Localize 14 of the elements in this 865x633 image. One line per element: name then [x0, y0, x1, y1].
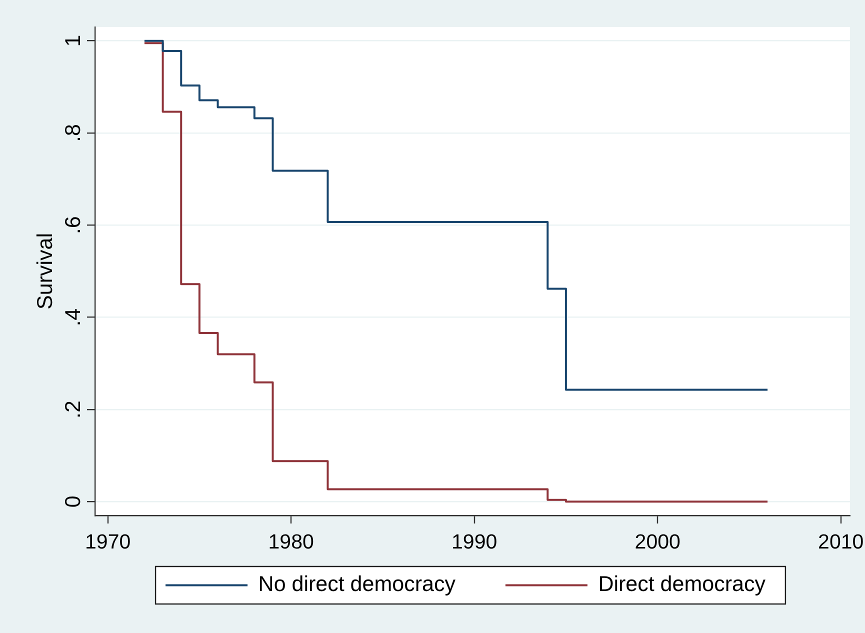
legend-label: No direct democracy [258, 572, 456, 596]
x-tick-label: 1990 [452, 530, 498, 554]
y-tick-label: 1 [60, 34, 85, 47]
y-tick-label: .4 [60, 308, 85, 326]
y-tick-label: .2 [60, 400, 85, 418]
x-tick-label: 1980 [268, 530, 314, 554]
x-tick-label: 2010 [818, 530, 864, 554]
x-tick-label: 2000 [634, 530, 680, 554]
legend-label: Direct democracy [598, 572, 766, 596]
x-tick-label: 1970 [85, 530, 131, 554]
y-tick-label: 0 [60, 496, 85, 508]
y-tick-label: .6 [60, 216, 85, 234]
y-tick-label: .8 [60, 124, 85, 142]
y-axis-title: Survival [32, 233, 57, 310]
